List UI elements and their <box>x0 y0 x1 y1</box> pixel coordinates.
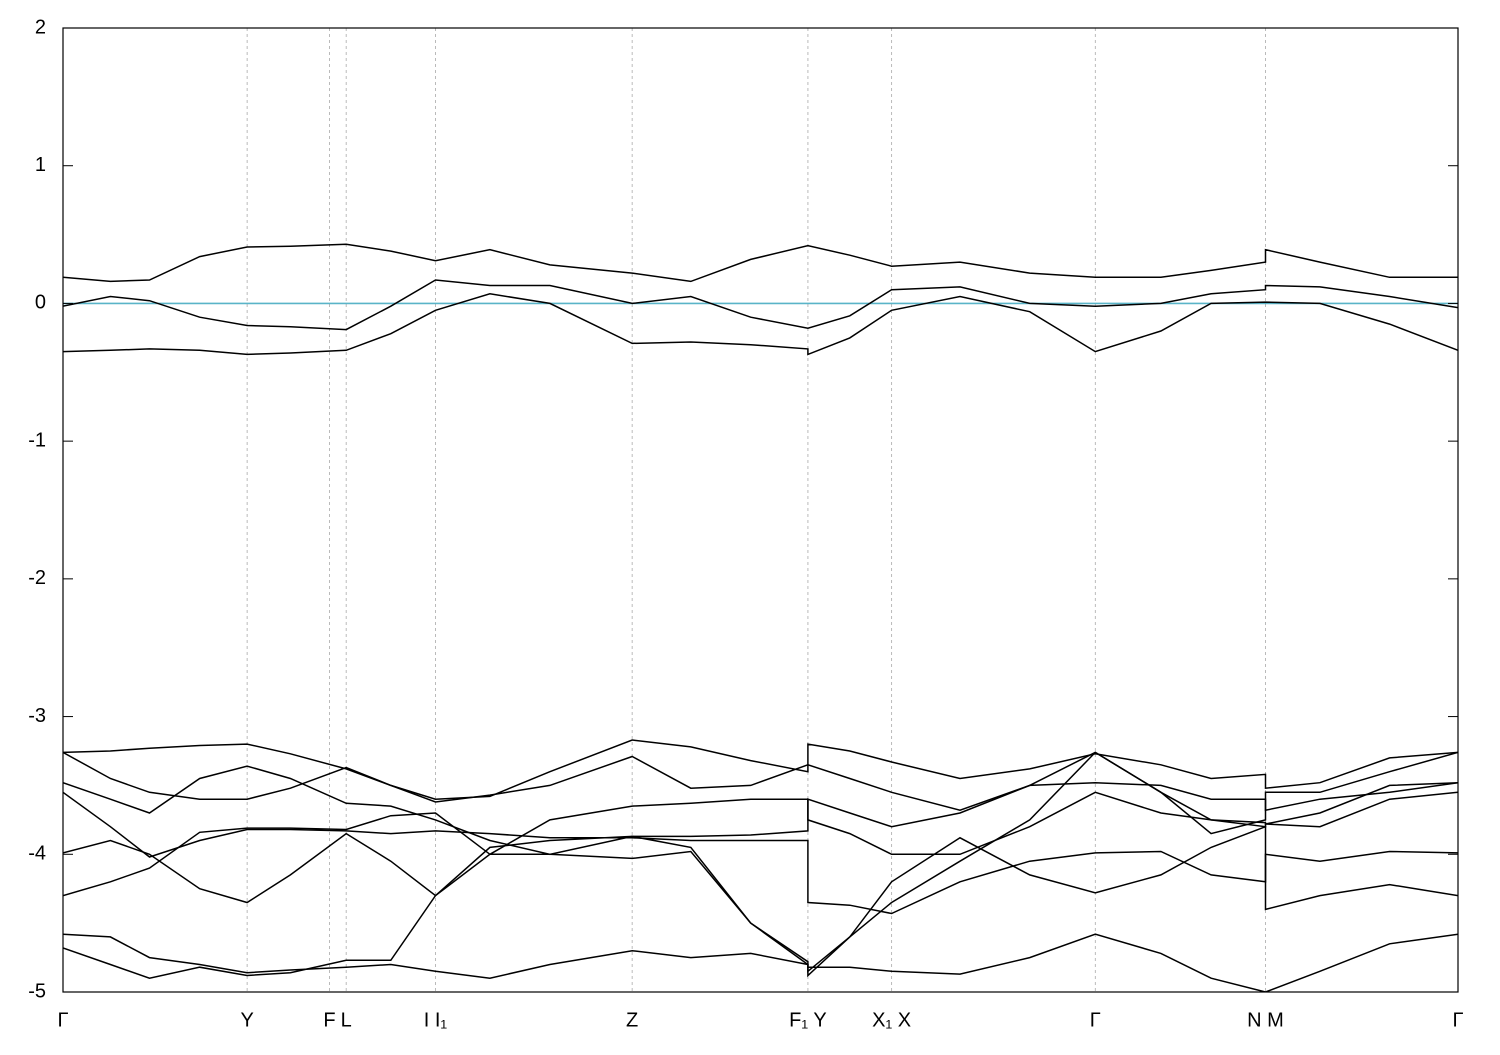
y-tick-label: 1 <box>35 154 46 176</box>
y-tick-label: 0 <box>35 292 46 314</box>
x-tick-label: F <box>323 1009 335 1031</box>
x-tick-label: Γ <box>1090 1009 1101 1031</box>
band-line <box>63 791 1458 904</box>
y-tick-label: -4 <box>28 843 46 865</box>
y-tick-label: -5 <box>28 980 46 1002</box>
x-tick-label: Y <box>240 1009 253 1031</box>
x-tick-label: X₁ X <box>872 1009 911 1031</box>
band-line <box>63 751 1458 979</box>
grid <box>62 28 1459 992</box>
x-tick-label: L <box>341 1009 352 1031</box>
y-tick-label: -1 <box>28 429 46 451</box>
band-line <box>63 765 1458 856</box>
y-tick-label: 2 <box>35 16 46 38</box>
band-line <box>63 933 1458 992</box>
band-line <box>63 243 1458 283</box>
band-line <box>63 279 1458 331</box>
band-line <box>63 791 1458 915</box>
x-tick-label: F₁ Y <box>789 1009 827 1031</box>
band-line <box>63 812 1458 973</box>
bands <box>63 243 1458 992</box>
x-tick-label: N M <box>1247 1009 1284 1031</box>
x-tick-label: I I₁ <box>424 1009 448 1031</box>
plot-frame <box>62 27 1459 993</box>
y-tick-label: -2 <box>28 567 46 589</box>
x-tick-label: Γ <box>1452 1009 1463 1031</box>
band-line <box>63 293 1458 356</box>
y-tick-label: -3 <box>28 705 46 727</box>
x-tick-label: Z <box>626 1009 638 1031</box>
x-tick-label: Γ <box>57 1009 68 1031</box>
band-line <box>63 739 1458 800</box>
labels: -5 -4 -3 -2 -1 0 1 2 Γ Y F L I I₁ Z F₁ Y X₁ X Γ N M Γ <box>28 16 1463 1031</box>
